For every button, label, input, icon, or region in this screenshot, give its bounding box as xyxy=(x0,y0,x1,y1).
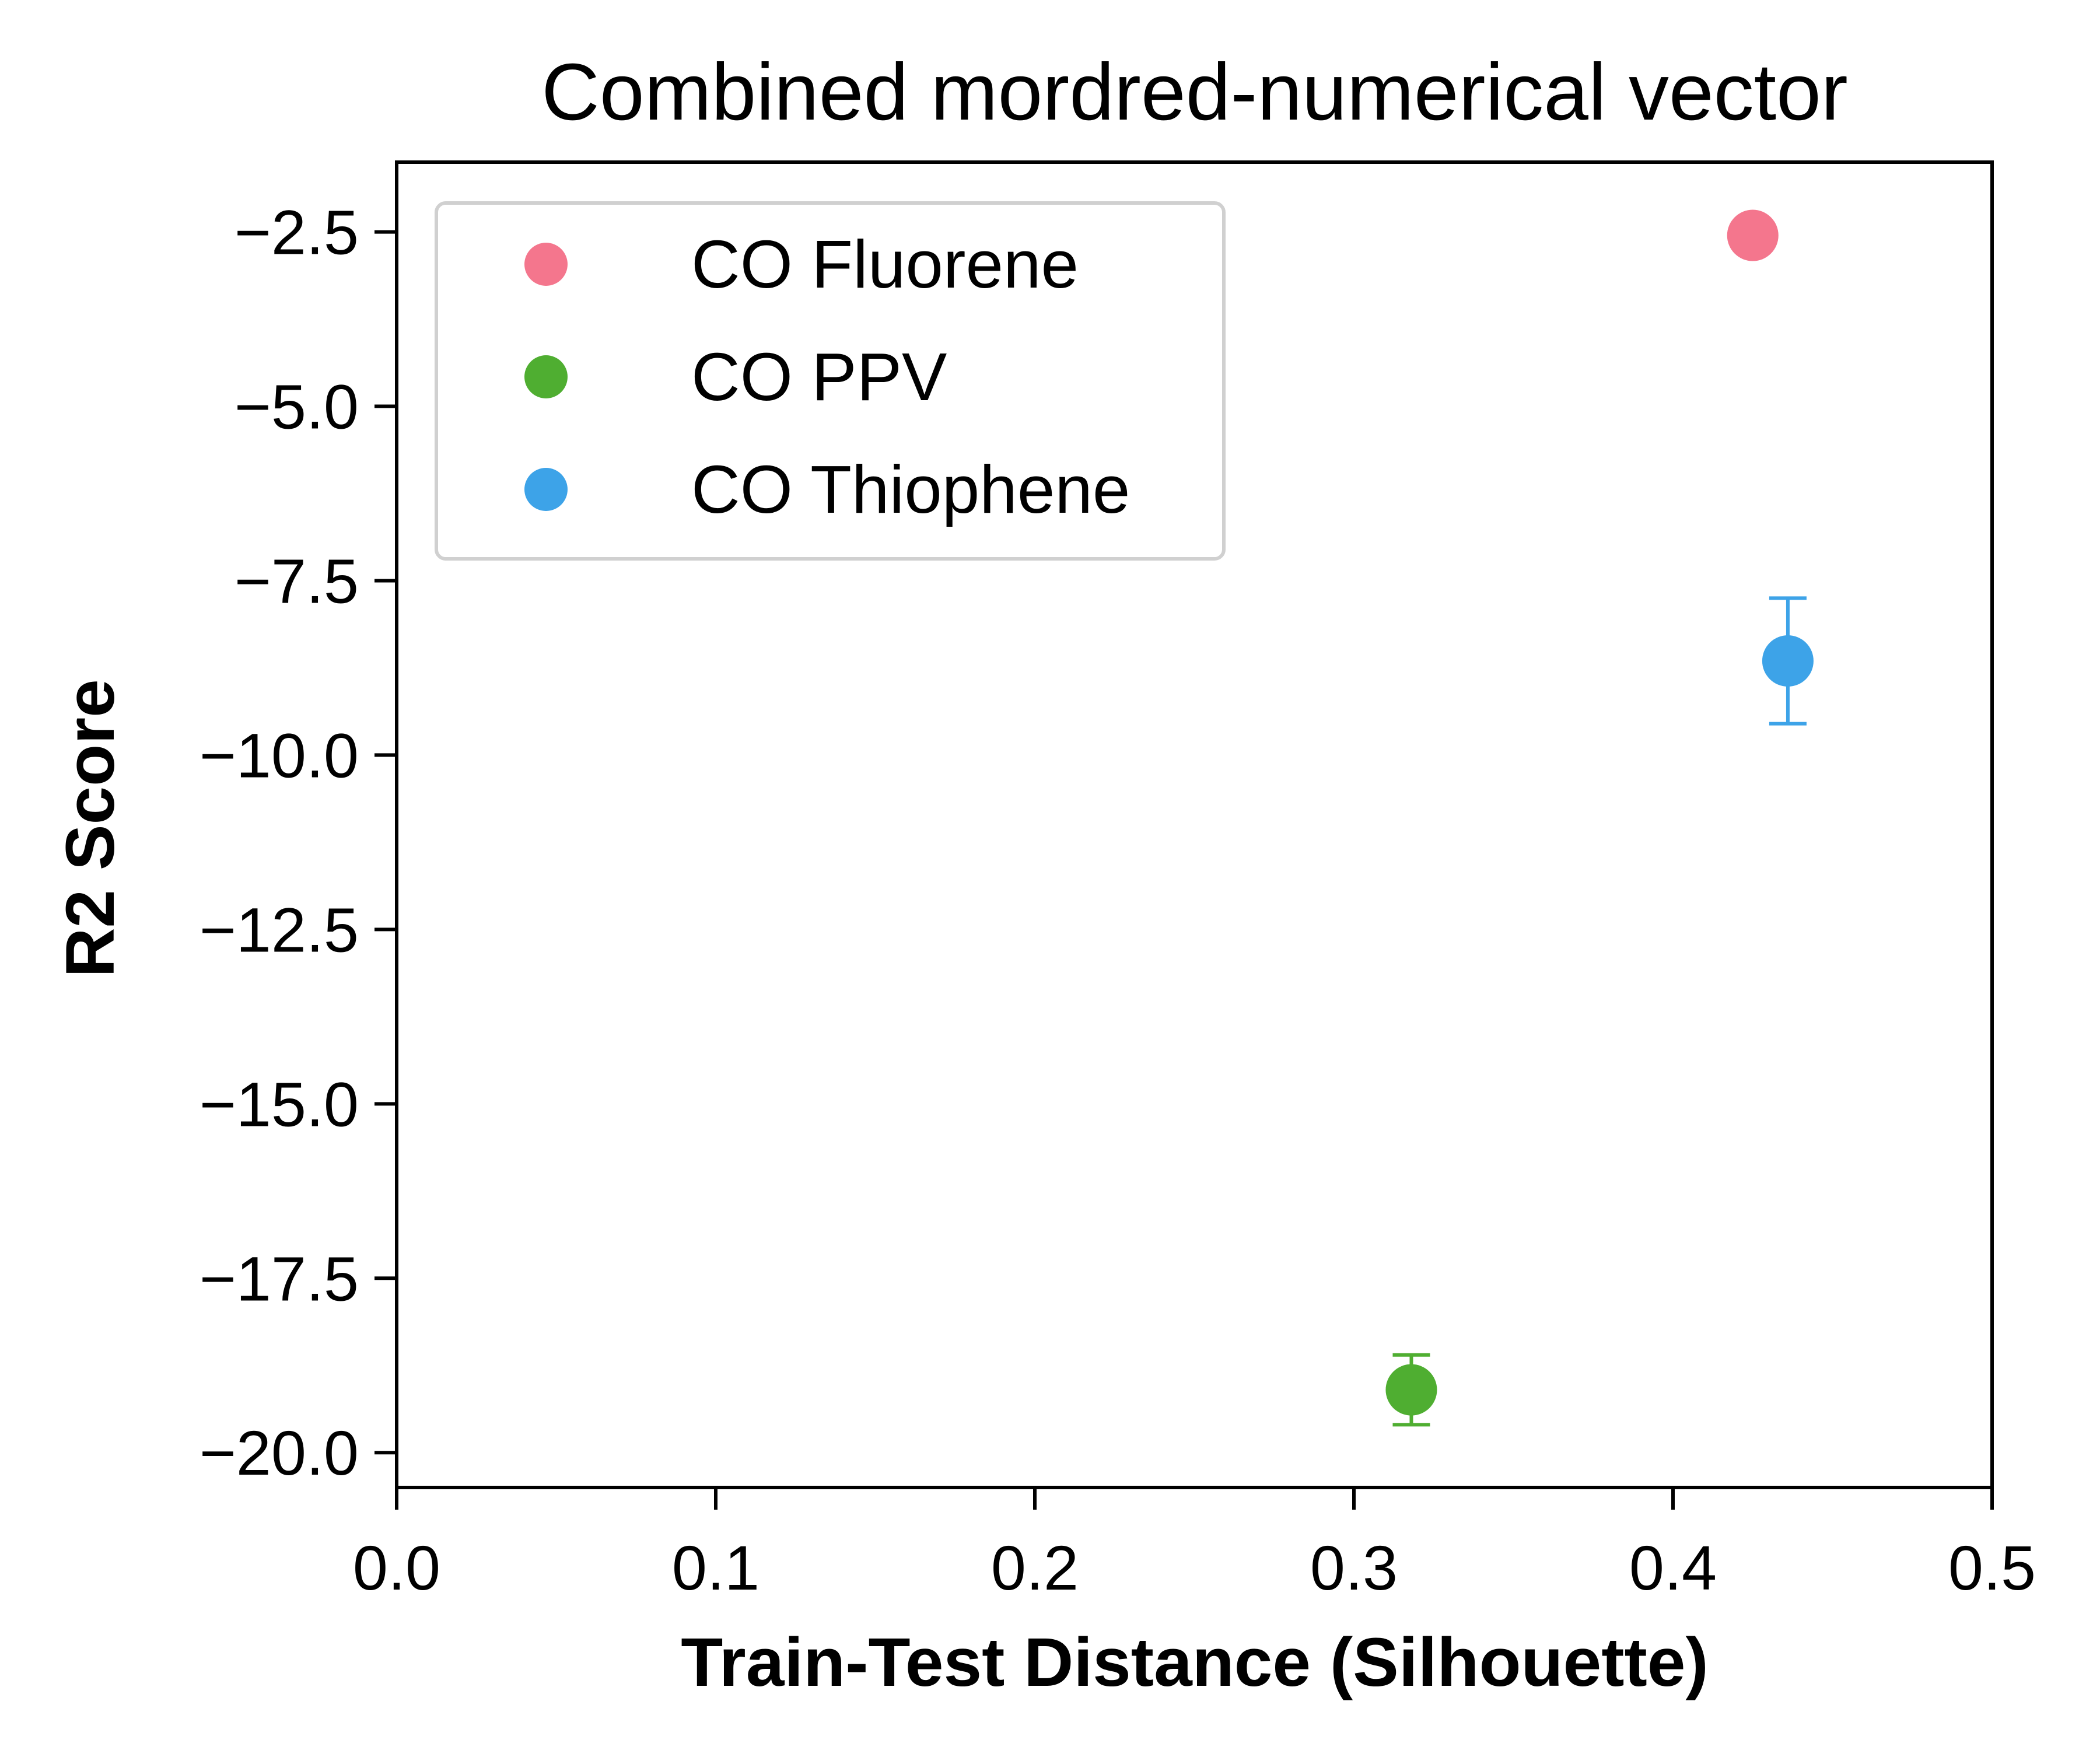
x-tick-label: 0.4 xyxy=(1629,1532,1717,1603)
legend-label-co-fluorene: CO Fluorene xyxy=(691,226,1079,302)
y-tick-label: −20.0 xyxy=(200,1418,359,1488)
legend-marker-co-ppv xyxy=(524,355,568,398)
legend-marker-co-fluorene xyxy=(524,243,568,286)
chart-title: Combined mordred-numerical vector xyxy=(541,47,1848,137)
data-point-co-fluorene xyxy=(1727,209,1779,261)
y-axis-label: R2 Score xyxy=(52,679,129,978)
legend-box xyxy=(435,201,1226,561)
legend-marker-co-thiophene xyxy=(524,468,568,511)
x-tick-label: 0.5 xyxy=(1948,1532,2036,1603)
x-tick-label: 0.3 xyxy=(1310,1532,1398,1603)
data-point-co-thiophene xyxy=(1762,635,1814,687)
plot-area: −2.5 −5.0 −7.5 −10.0 −12.5 −15.0 −17.5 −20.0 0.0… xyxy=(200,160,2036,1603)
plot-frame xyxy=(395,160,1994,1489)
data-point-co-ppv xyxy=(1385,1364,1437,1416)
x-tick-label: 0.0 xyxy=(353,1532,440,1603)
legend-label-co-ppv: CO PPV xyxy=(691,339,947,415)
legend-label-co-thiophene: CO Thiophene xyxy=(691,452,1130,527)
y-tick-label: −5.0 xyxy=(235,372,359,442)
x-axis-label: Train-Test Distance (Silhouette) xyxy=(681,1624,1709,1701)
y-tick-label: −12.5 xyxy=(200,894,359,965)
y-tick-label: −2.5 xyxy=(235,197,359,268)
y-tick-label: −17.5 xyxy=(200,1243,359,1314)
y-tick-label: −7.5 xyxy=(235,545,359,616)
y-tick-label: −15.0 xyxy=(200,1069,359,1139)
x-tick-label: 0.1 xyxy=(672,1532,760,1603)
y-tick-label: −10.0 xyxy=(200,720,359,790)
x-tick-label: 0.2 xyxy=(991,1532,1079,1603)
